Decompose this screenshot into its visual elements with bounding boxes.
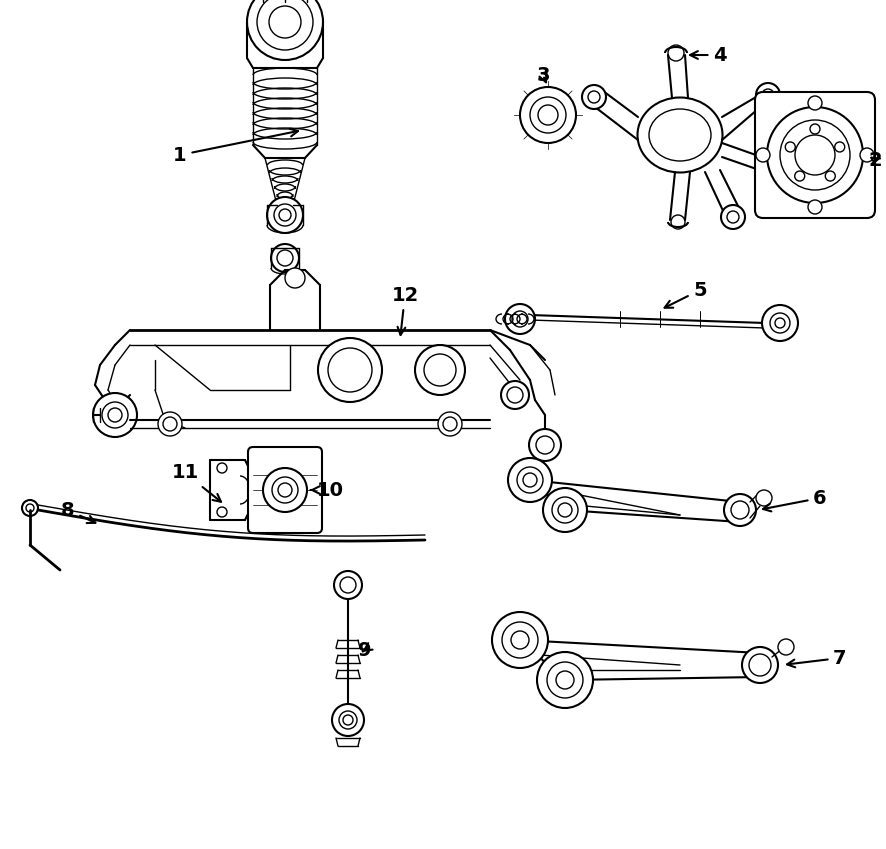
Text: 10: 10 (310, 481, 343, 499)
Circle shape (217, 507, 227, 517)
Circle shape (158, 412, 182, 436)
Circle shape (267, 197, 303, 233)
FancyBboxPatch shape (754, 92, 874, 218)
Circle shape (755, 83, 779, 107)
Circle shape (318, 338, 382, 402)
Circle shape (777, 639, 793, 655)
Text: 11: 11 (171, 464, 221, 502)
Circle shape (755, 148, 769, 162)
Circle shape (807, 200, 821, 214)
Text: 3: 3 (536, 65, 549, 85)
Circle shape (720, 205, 744, 229)
Text: 1: 1 (173, 129, 298, 165)
Circle shape (536, 652, 593, 708)
Text: 8: 8 (61, 501, 96, 523)
Circle shape (415, 345, 464, 395)
Circle shape (742, 647, 777, 683)
Text: 4: 4 (689, 46, 726, 65)
Text: 6: 6 (762, 488, 826, 511)
Circle shape (438, 412, 462, 436)
Text: 7: 7 (786, 649, 846, 667)
FancyBboxPatch shape (248, 447, 322, 533)
Text: 5: 5 (664, 280, 706, 307)
Circle shape (492, 612, 548, 668)
Circle shape (519, 87, 575, 143)
Circle shape (528, 429, 560, 461)
Circle shape (807, 96, 821, 110)
Circle shape (581, 85, 605, 109)
Circle shape (246, 0, 323, 60)
Circle shape (93, 393, 136, 437)
Circle shape (766, 107, 862, 203)
Ellipse shape (637, 98, 722, 172)
Circle shape (508, 458, 551, 502)
Circle shape (723, 494, 755, 526)
Circle shape (263, 468, 307, 512)
Ellipse shape (649, 109, 711, 161)
Circle shape (859, 148, 873, 162)
Circle shape (761, 305, 797, 341)
Text: 2: 2 (867, 150, 881, 170)
Circle shape (271, 244, 299, 272)
Circle shape (501, 381, 528, 409)
Circle shape (22, 500, 38, 516)
Text: 9: 9 (358, 640, 372, 660)
Circle shape (217, 463, 227, 473)
Circle shape (755, 490, 771, 506)
Text: 12: 12 (391, 285, 418, 335)
Circle shape (542, 488, 587, 532)
Circle shape (334, 571, 361, 599)
Circle shape (331, 704, 363, 736)
Circle shape (284, 268, 305, 288)
Circle shape (758, 155, 781, 179)
Circle shape (504, 304, 534, 334)
